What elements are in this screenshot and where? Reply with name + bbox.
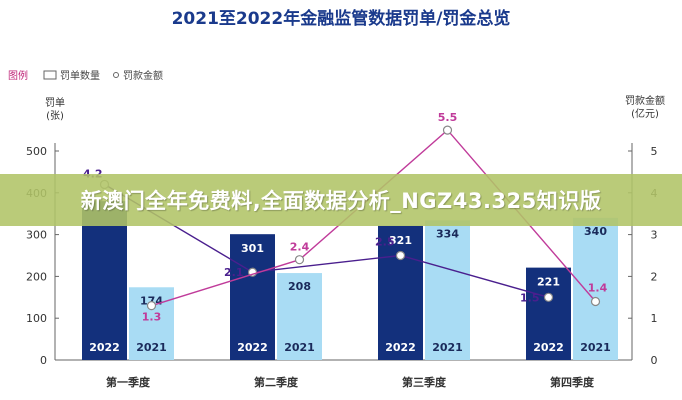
- bar-year-label: 2021: [136, 341, 167, 354]
- line-value-label: 1.3: [142, 311, 162, 324]
- y-tick-label-right: 1: [651, 312, 658, 325]
- y-tick-label-right: 0: [651, 354, 658, 367]
- x-tick-label: 第二季度: [254, 375, 299, 389]
- bar: [573, 217, 618, 360]
- x-tick-label: 第三季度: [402, 375, 447, 389]
- y-tick-label-left: 500: [26, 145, 47, 158]
- bar-year-label: 2021: [284, 341, 315, 354]
- bar: [129, 287, 174, 360]
- bar: [277, 273, 322, 360]
- line-point: [590, 296, 601, 307]
- bar-value-label: 301: [241, 242, 264, 255]
- line-point: [294, 255, 305, 265]
- bar-year-label: 2022: [385, 341, 416, 354]
- line-value-label: 2.4: [290, 241, 310, 254]
- bar-value-label: 221: [537, 276, 560, 289]
- line-value-label: 2.1: [224, 266, 244, 279]
- bar: [230, 234, 275, 360]
- legend-swatch-rect: [43, 70, 57, 80]
- line-value-label: 2.5: [375, 236, 395, 249]
- chart-title: 2021至2022年金融监管数据罚单/罚金总览: [172, 8, 511, 29]
- y-axis-right-title: (亿元): [631, 107, 659, 120]
- bar: [82, 201, 127, 360]
- y-tick-label-right: 3: [651, 229, 658, 242]
- bar-year-label: 2022: [237, 341, 268, 354]
- bar: [526, 267, 571, 360]
- line-point: [146, 301, 157, 311]
- x-tick-label: 第四季度: [550, 375, 595, 389]
- bar-value-label: 334: [436, 227, 459, 240]
- y-axis-left-title: 罚单: [45, 97, 65, 109]
- banner-text: 新澳门全年免费料,全面数据分析_NGZ43.325知识版: [80, 189, 602, 213]
- y-tick-label-right: 5: [651, 145, 658, 158]
- legend-item-label: 罚款金额: [123, 69, 163, 82]
- line-value-label: 1.4: [588, 281, 608, 294]
- y-tick-label-left: 200: [26, 270, 47, 283]
- x-tick-label: 第一季度: [106, 375, 151, 389]
- bar-value-label: 340: [584, 225, 607, 238]
- bar: [378, 225, 423, 360]
- legend-swatch-circle: [113, 72, 119, 78]
- bar-year-label: 2021: [580, 341, 611, 354]
- y-axis-right-title: 罚款金额: [625, 94, 665, 107]
- bar-value-label: 321: [389, 234, 412, 247]
- y-axis-left-title: (张): [46, 110, 64, 122]
- line-point: [543, 292, 554, 302]
- legend-label: 图例: [8, 69, 28, 82]
- line-value-label: 1.5: [520, 291, 540, 304]
- bar-year-label: 2022: [533, 341, 564, 354]
- line-series-2022: [104, 183, 549, 298]
- y-tick-label-left: 0: [40, 354, 47, 367]
- line-value-label: 5.5: [438, 111, 458, 124]
- watermark-banner: 新澳门全年免费料,全面数据分析_NGZ43.325知识版: [0, 174, 682, 226]
- line-point: [442, 125, 453, 135]
- y-tick-label-left: 300: [26, 229, 47, 242]
- line-point: [395, 250, 406, 261]
- bar-value-label: 208: [288, 280, 311, 293]
- y-tick-label-right: 2: [651, 270, 658, 283]
- y-tick-label-left: 100: [26, 312, 47, 325]
- legend-item-label: 罚单数量: [60, 69, 100, 82]
- bar-year-label: 2022: [89, 341, 120, 354]
- bar-year-label: 2021: [432, 341, 463, 354]
- bar: [425, 220, 470, 360]
